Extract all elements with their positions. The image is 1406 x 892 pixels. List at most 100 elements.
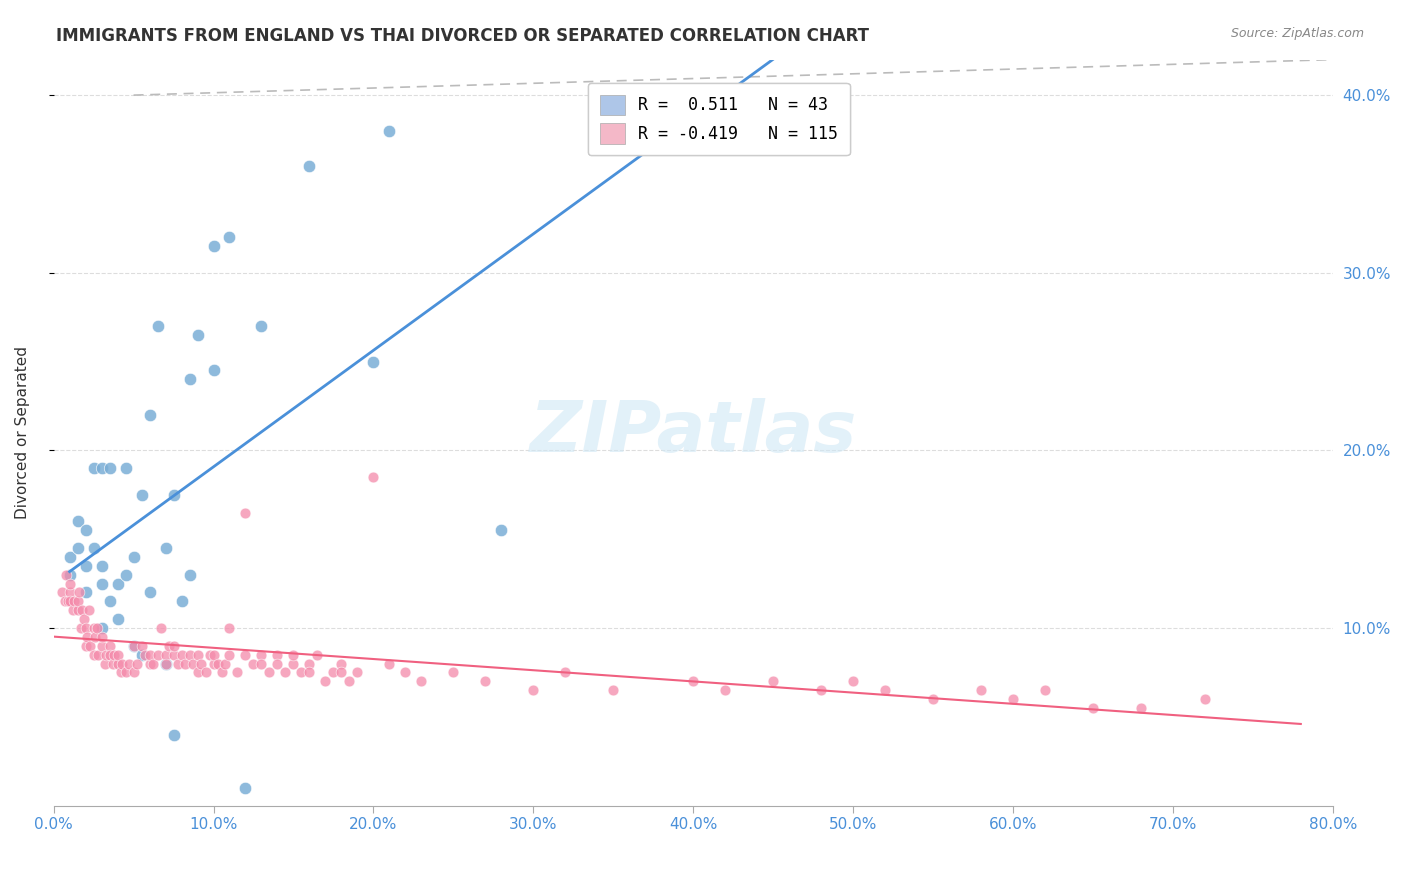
Point xyxy=(66,594,89,608)
Point xyxy=(1001,692,1024,706)
Text: ZIPatlas: ZIPatlas xyxy=(530,398,856,467)
Point xyxy=(339,674,361,689)
Point xyxy=(83,541,105,555)
Text: Source: ZipAtlas.com: Source: ZipAtlas.com xyxy=(1230,27,1364,40)
Point xyxy=(283,657,305,671)
Point xyxy=(714,683,737,698)
Point xyxy=(266,657,288,671)
Point xyxy=(90,639,112,653)
Point xyxy=(162,488,184,502)
Point xyxy=(378,657,401,671)
Point xyxy=(173,657,195,671)
Point xyxy=(114,567,136,582)
Point xyxy=(63,594,86,608)
Point xyxy=(1081,701,1104,715)
Point xyxy=(179,372,201,386)
Point xyxy=(298,159,321,173)
Point xyxy=(83,621,105,635)
Point xyxy=(122,639,145,653)
Point xyxy=(142,657,165,671)
Point xyxy=(155,648,177,662)
Text: IMMIGRANTS FROM ENGLAND VS THAI DIVORCED OR SEPARATED CORRELATION CHART: IMMIGRANTS FROM ENGLAND VS THAI DIVORCED… xyxy=(56,27,869,45)
Point xyxy=(98,461,121,475)
Point xyxy=(90,621,112,635)
Point xyxy=(138,585,160,599)
Point xyxy=(1033,683,1056,698)
Point xyxy=(226,665,249,680)
Point xyxy=(122,639,145,653)
Point xyxy=(298,657,321,671)
Point xyxy=(250,657,273,671)
Point xyxy=(283,648,305,662)
Point xyxy=(110,665,132,680)
Point xyxy=(90,558,112,573)
Point xyxy=(66,515,89,529)
Point xyxy=(1194,692,1216,706)
Point xyxy=(307,648,329,662)
Point xyxy=(83,648,105,662)
Point xyxy=(122,665,145,680)
Point xyxy=(762,674,785,689)
Point xyxy=(682,674,704,689)
Point xyxy=(167,657,190,671)
Point xyxy=(122,549,145,564)
Point xyxy=(330,657,353,671)
Point xyxy=(157,639,180,653)
Point xyxy=(87,648,110,662)
Point xyxy=(218,648,240,662)
Point xyxy=(77,603,100,617)
Point xyxy=(179,648,201,662)
Point xyxy=(107,657,129,671)
Point xyxy=(218,230,240,244)
Point xyxy=(98,594,121,608)
Point xyxy=(363,470,385,484)
Point xyxy=(202,363,225,377)
Point xyxy=(75,639,97,653)
Point xyxy=(59,585,82,599)
Point xyxy=(94,657,117,671)
Point xyxy=(90,461,112,475)
Point xyxy=(72,603,94,617)
Point xyxy=(922,692,945,706)
Point xyxy=(96,648,118,662)
Point xyxy=(59,549,82,564)
Point xyxy=(274,665,297,680)
Point xyxy=(1129,701,1152,715)
Point xyxy=(67,585,90,599)
Point xyxy=(138,657,160,671)
Point xyxy=(235,506,257,520)
Point xyxy=(235,780,257,795)
Point xyxy=(114,461,136,475)
Point xyxy=(394,665,416,680)
Point xyxy=(411,674,433,689)
Point xyxy=(314,674,336,689)
Point xyxy=(170,594,193,608)
Point xyxy=(873,683,896,698)
Point xyxy=(146,648,169,662)
Point xyxy=(346,665,368,680)
Point xyxy=(474,674,496,689)
Point xyxy=(56,594,79,608)
Point xyxy=(250,648,273,662)
Point xyxy=(162,639,184,653)
Point xyxy=(290,665,312,680)
Point xyxy=(190,657,212,671)
Point xyxy=(107,612,129,626)
Point xyxy=(155,541,177,555)
Point xyxy=(84,630,107,644)
Point xyxy=(170,648,193,662)
Legend: R =  0.511   N = 43, R = -0.419   N = 115: R = 0.511 N = 43, R = -0.419 N = 115 xyxy=(588,83,849,155)
Point xyxy=(186,648,208,662)
Y-axis label: Divorced or Separated: Divorced or Separated xyxy=(15,346,30,519)
Point xyxy=(202,648,225,662)
Point xyxy=(162,727,184,741)
Point xyxy=(554,665,576,680)
Point xyxy=(75,585,97,599)
Point xyxy=(491,523,513,537)
Point xyxy=(51,585,73,599)
Point xyxy=(207,657,229,671)
Point xyxy=(138,648,160,662)
Point xyxy=(138,408,160,422)
Point xyxy=(75,621,97,635)
Point xyxy=(76,630,98,644)
